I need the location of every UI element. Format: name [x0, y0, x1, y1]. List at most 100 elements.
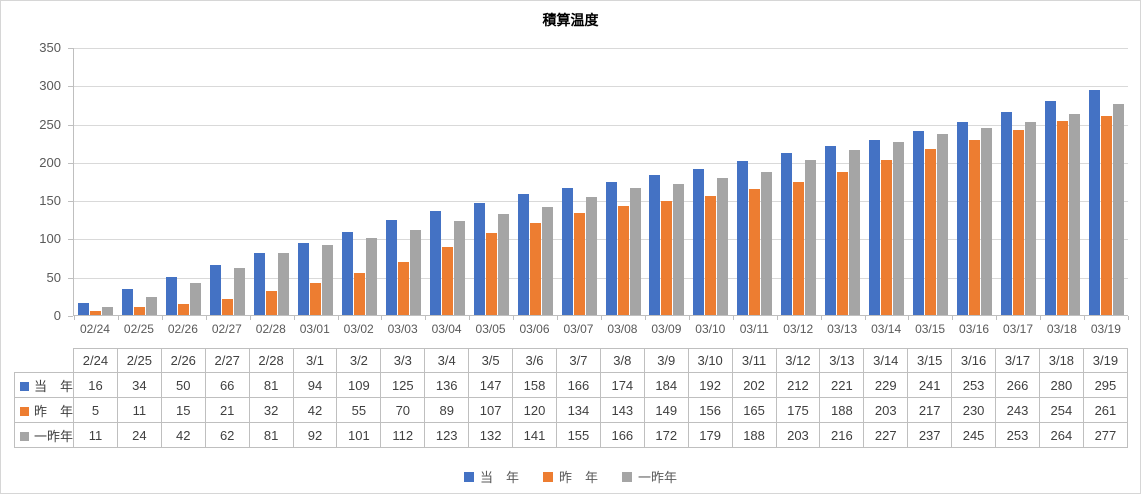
bar [705, 196, 717, 315]
table-cell: 107 [468, 397, 514, 423]
table-cell: 237 [907, 422, 953, 448]
x-tick-label: 02/25 [123, 322, 154, 336]
x-tick-label: 03/04 [431, 322, 462, 336]
table-cell: 34 [116, 372, 162, 398]
x-tick-label: 03/16 [959, 322, 990, 336]
bar-group [601, 48, 645, 315]
bar-group [689, 48, 733, 315]
x-axis-tick [996, 316, 998, 320]
x-tick-label: 03/03 [387, 322, 418, 336]
table-cell: 120 [512, 397, 557, 423]
table-header-cell: 3/16 [951, 348, 997, 373]
table-cell: 217 [907, 397, 953, 423]
legend-label: 一昨年 [638, 470, 678, 485]
table-cell: 227 [863, 422, 909, 448]
table-cell: 15 [160, 397, 206, 423]
table-cell: 253 [995, 422, 1040, 448]
bar [617, 205, 629, 315]
table-cell: 21 [204, 397, 250, 423]
x-axis-tick [161, 316, 163, 320]
legend-label: 昨 年 [558, 470, 598, 485]
table-header-cell: 3/15 [907, 348, 953, 373]
x-axis-tick [469, 316, 471, 320]
bar-group [777, 48, 821, 315]
y-axis-tick [68, 124, 73, 126]
bar-group [513, 48, 557, 315]
x-tick-label: 03/18 [1046, 322, 1077, 336]
table-header-cell: 3/11 [731, 348, 777, 373]
table-header-cell: 3/19 [1082, 348, 1129, 373]
x-axis-labels: 02/24 02/25 02/26 02/27 02/28 03/01 03/02 03/03… [73, 322, 1128, 336]
bar [912, 131, 924, 315]
bar [341, 231, 353, 315]
table-cell: 89 [424, 397, 470, 423]
table-cell: 165 [731, 397, 777, 423]
bar [529, 223, 541, 315]
bar-group [557, 48, 601, 315]
bar [429, 211, 441, 315]
table-cell: 112 [380, 422, 426, 448]
x-tick-label: 03/08 [607, 322, 638, 336]
x-tick-label: 03/06 [519, 322, 550, 336]
table-header-cell: 3/5 [468, 348, 514, 373]
bar [254, 253, 266, 315]
bar [517, 194, 529, 315]
table-cell: 188 [819, 397, 865, 423]
table-header-row: 2/24 2/25 2/26 2/27 2/28 3/1 3/2 3/3 3/4 3/5 3/6 3/… [14, 348, 1129, 373]
bar-group [1084, 48, 1128, 315]
table-cell: 123 [424, 422, 470, 448]
bar [1056, 121, 1068, 315]
x-tick-label: 02/27 [211, 322, 242, 336]
bar [693, 168, 705, 315]
table-header-cell: 3/4 [424, 348, 470, 373]
legend: 当 年 昨 年 一昨年 [1, 467, 1140, 486]
x-axis-tick [205, 316, 207, 320]
bar [781, 153, 793, 315]
table-header-cell: 3/12 [775, 348, 821, 373]
table-cell: 70 [380, 397, 426, 423]
table-cell: 261 [1082, 397, 1129, 423]
table-cell: 92 [292, 422, 338, 448]
bar-group [162, 48, 206, 315]
table-corner-cell [14, 348, 74, 373]
table-header-cell: 3/6 [512, 348, 557, 373]
table-cell: 203 [775, 422, 821, 448]
table-cell: 203 [863, 397, 909, 423]
series-label-cell: 昨 年 [14, 397, 74, 423]
series-label-cell: 当 年 [14, 372, 74, 398]
gridline [74, 201, 1128, 203]
gridline [74, 86, 1128, 88]
bar [266, 290, 278, 315]
y-axis-tick [68, 316, 73, 317]
x-axis-tick [1128, 316, 1129, 320]
table-cell: 42 [292, 397, 338, 423]
bar [146, 296, 158, 315]
bar [310, 282, 322, 315]
x-axis-tick [1040, 316, 1042, 320]
bar [1068, 113, 1080, 315]
x-axis-tick [557, 316, 559, 320]
table-cell: 149 [643, 397, 689, 423]
y-tick-label: 150 [39, 193, 61, 209]
bar [298, 243, 310, 315]
table-cell: 32 [248, 397, 294, 423]
y-axis-tick [68, 48, 73, 49]
bar [893, 141, 905, 315]
x-axis-tick [74, 316, 75, 320]
bar-group [294, 48, 338, 315]
bar [761, 171, 773, 315]
bar [178, 303, 190, 315]
x-tick-label: 03/15 [915, 322, 946, 336]
table-cell: 55 [336, 397, 382, 423]
y-tick-label: 350 [39, 40, 61, 55]
x-axis-tick [249, 316, 251, 320]
table-cell: 229 [863, 372, 909, 398]
table-row: 当 年 16 34 50 66 81 94 109 125 136 147 158 166 174 184 1… [14, 372, 1129, 398]
table-cell: 143 [599, 397, 645, 423]
table-cell: 94 [292, 372, 338, 398]
table-cell: 188 [731, 422, 777, 448]
bar [485, 233, 497, 315]
bar-group [952, 48, 996, 315]
y-axis-labels: 0 50 100 150 200 250 300 350 [1, 40, 61, 323]
